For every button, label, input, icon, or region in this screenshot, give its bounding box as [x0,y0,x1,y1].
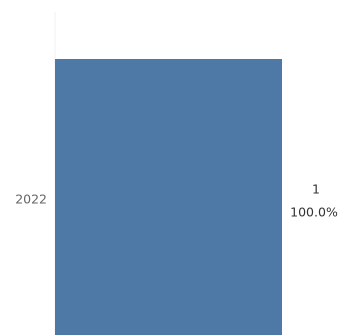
bar-2022[interactable] [55,59,282,335]
percent-label: 100.0% [290,205,338,220]
category-label: 2022 [15,192,47,207]
value-label: 1 [312,182,320,197]
